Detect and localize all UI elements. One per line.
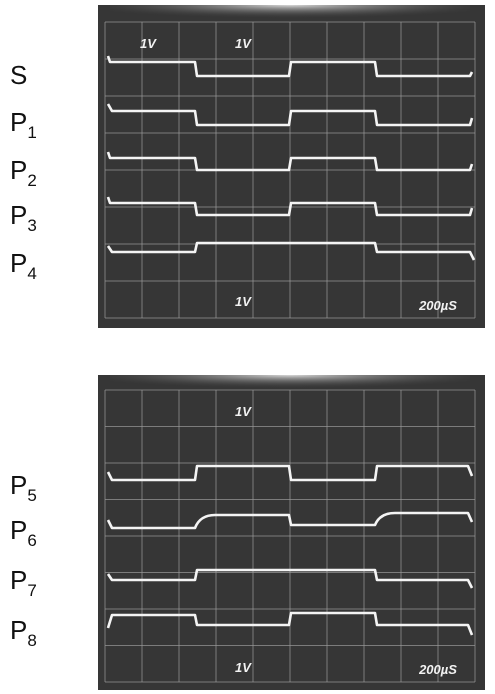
trace-label: P3 [10,200,37,235]
scope-timebase: 200µS [418,662,457,677]
label-letter: P [10,155,27,185]
scope-label: 1V [235,660,252,675]
trace-label: P4 [10,248,37,283]
scope-screen-top: 1V 1V 1V 200µS [98,5,485,328]
screen-background [98,375,485,690]
scope-label: 1V [235,36,252,51]
screen-background [98,5,485,328]
label-subscript: 4 [27,264,36,283]
trace-label: P6 [10,515,37,550]
label-letter: P [10,515,27,545]
label-subscript: 3 [27,216,36,235]
label-subscript: 6 [27,531,36,550]
trace-label: P2 [10,155,37,190]
label-letter: P [10,200,27,230]
scope-label: 1V [235,294,252,309]
label-subscript: 1 [27,123,36,142]
label-letter: P [10,470,27,500]
label-subscript: 5 [27,486,36,505]
label-letter: S [10,60,27,90]
scope-screen-bottom: 1V 1V 200µS [98,375,485,690]
trace-label: P7 [10,565,37,600]
label-subscript: 8 [27,631,36,650]
trace-label: P5 [10,470,37,505]
scope-label: 1V [140,36,157,51]
figure: 1V 1V 1V 200µS 1V 1V 200µS SP1P2P3P4P5P6… [0,0,495,694]
trace-label: P8 [10,615,37,650]
trace-label: S [10,60,27,90]
trace-label: P1 [10,107,37,142]
label-subscript: 7 [27,581,36,600]
label-letter: P [10,107,27,137]
scope-label: 1V [235,404,252,419]
label-letter: P [10,248,27,278]
label-letter: P [10,565,27,595]
scope-timebase: 200µS [418,298,457,313]
label-subscript: 2 [27,171,36,190]
label-letter: P [10,615,27,645]
